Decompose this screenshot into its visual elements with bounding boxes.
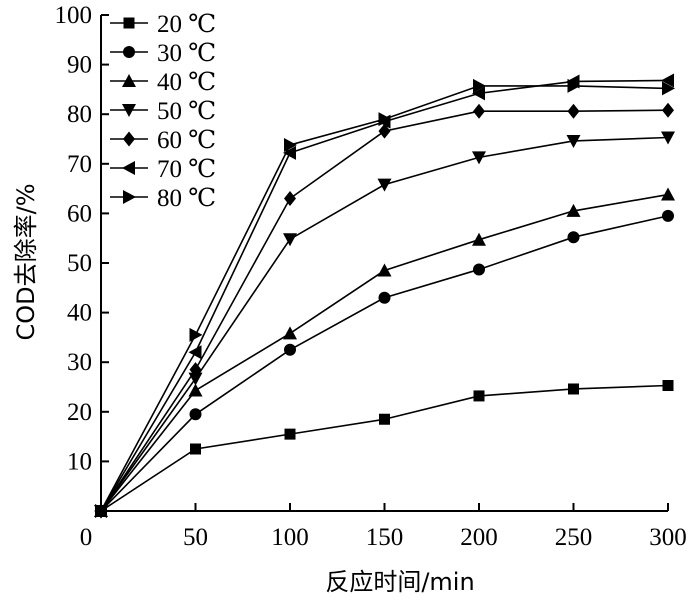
y-tick-label: 60 [67,200,92,227]
data-point [661,187,675,201]
series-1 [95,380,674,517]
data-point [378,112,392,127]
legend-marker [122,161,135,175]
legend-label: 60 ℃ [157,127,216,154]
y-tick-label: 20 [67,399,92,426]
data-point [567,78,581,93]
data-point [472,232,486,246]
x-tick-label: 100 [271,524,309,551]
series-line [100,215,669,512]
legend-marker [122,104,136,117]
legend-label: 80 ℃ [157,185,216,212]
x-tick-label: 200 [460,524,498,551]
data-point [567,231,580,244]
axes: 10 20 30 40 50 60 70 80 90 100 0 50 100 150 200 250 300 [55,2,687,551]
legend-label: 40 ℃ [157,69,216,96]
data-point [188,383,203,397]
data-point [189,408,202,421]
legend-item: 80 ℃ [110,185,216,212]
data-point [378,123,391,139]
legend-marker [123,17,135,29]
legend-item: 60 ℃ [110,127,216,154]
data-point [284,428,296,440]
y-tick-label: 80 [67,101,92,128]
data-point [473,390,485,402]
legend-marker [122,74,136,87]
legend-item: 30 ℃ [110,40,216,67]
data-point [662,102,674,118]
data-point [473,263,485,276]
data-point [473,78,486,93]
x-tick-label: 50 [183,524,208,551]
y-tick-label: 50 [67,250,92,277]
data-point [472,151,486,165]
series-line [100,384,669,512]
series-5 [95,102,674,519]
data-point [662,380,674,392]
y-tick-label: 10 [67,448,92,475]
legend-marker [123,46,135,58]
data-point [284,137,297,152]
data-point [473,103,485,119]
y-tick-label: 70 [67,151,92,178]
legend: 20 ℃30 ℃40 ℃50 ℃60 ℃70 ℃80 ℃ [110,11,216,212]
origin-label: 0 [80,524,93,551]
y-tick-label: 30 [67,349,92,376]
data-point [189,362,202,378]
data-point [283,326,297,340]
data-point [190,443,201,455]
data-point [95,504,108,518]
data-point [188,345,202,360]
data-point [567,103,580,119]
data-point [662,81,675,96]
data-point [377,263,392,277]
data-point [378,291,391,304]
y-axis-label: COD去除率/% [12,183,40,340]
data-point [661,131,675,145]
y-tick-label: 100 [55,2,93,29]
data-point [284,191,296,207]
legend-item: 40 ℃ [110,69,216,96]
legend-label: 50 ℃ [157,98,216,125]
series-layer [94,73,675,519]
data-point [284,343,296,356]
data-point [568,383,579,395]
data-point [283,145,296,160]
y-tick-label: 40 [67,300,92,327]
legend-item: 70 ℃ [110,156,216,183]
legend-marker [123,131,135,147]
data-point [377,178,392,192]
data-point [189,327,203,342]
legend-item: 20 ℃ [110,11,216,38]
data-point [472,86,485,101]
legend-item: 50 ℃ [110,98,216,125]
legend-label: 30 ℃ [157,40,216,67]
y-tick-label: 90 [67,52,92,79]
data-point [379,413,390,425]
x-tick-label: 150 [366,524,404,551]
data-point [662,209,674,222]
data-point [283,233,297,247]
legend-label: 70 ℃ [157,156,216,183]
x-tick-label: 300 [649,524,687,551]
data-point [661,73,674,88]
series-7 [95,78,675,518]
data-point [566,203,581,217]
legend-marker [123,190,136,204]
x-tick-label: 250 [555,524,593,551]
x-axis-label: 反应时间/min [325,568,474,596]
series-3 [94,187,675,517]
series-4 [94,131,675,518]
series-2 [95,209,674,517]
legend-label: 20 ℃ [157,11,216,38]
data-point [566,134,581,148]
